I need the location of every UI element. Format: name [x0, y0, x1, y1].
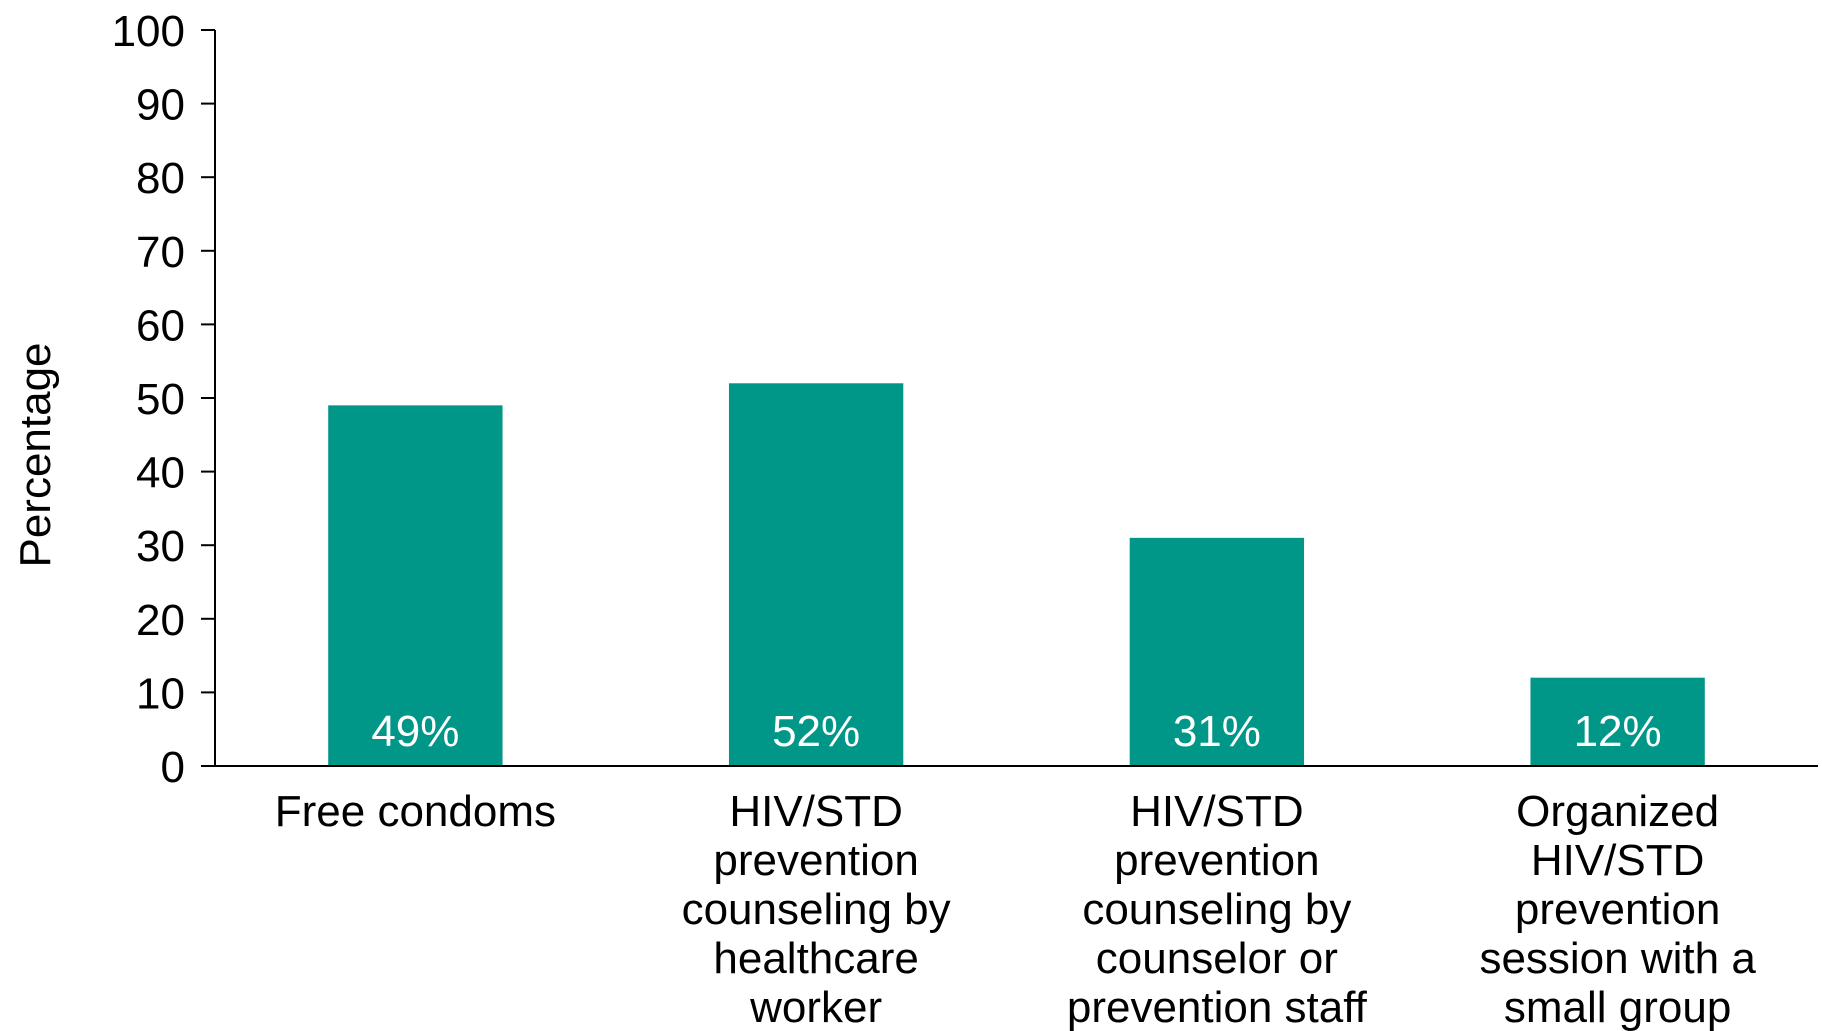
y-tick-label: 0 [161, 743, 185, 792]
x-category-label-line: session with a [1479, 934, 1756, 983]
bar-data-label: 52% [772, 707, 860, 756]
bars: 49% 52% 31% 12% [328, 383, 1705, 766]
bar-data-label: 31% [1173, 707, 1261, 756]
x-category-label-line: counseling by [682, 885, 951, 934]
y-tick-label: 50 [136, 375, 185, 424]
y-tick-label: 20 [136, 596, 185, 645]
bar [1530, 677, 1705, 766]
x-category-label-line: prevention [1114, 836, 1319, 885]
bar-data-label: 12% [1574, 707, 1662, 756]
x-category-label-line: prevention staff [1067, 983, 1368, 1031]
bar [1129, 537, 1305, 766]
y-axis: 0 10 20 30 40 50 60 70 80 90 100 [112, 7, 216, 792]
y-tick-label: 70 [136, 228, 185, 277]
x-category-label-line: HIV/STD [729, 787, 903, 836]
x-category-label-line: counseling by [1082, 885, 1351, 934]
y-axis-title: Percentage [11, 342, 60, 567]
y-tick-label: 40 [136, 449, 185, 498]
y-tick-label: 90 [136, 81, 185, 130]
x-category-label-line: healthcare [713, 934, 918, 983]
y-tick-label: 30 [136, 522, 185, 571]
x-category-label: HIV/STD prevention counseling by healthcare… [682, 787, 951, 1031]
y-tick-label: 80 [136, 154, 185, 203]
x-category-label-line: prevention [1515, 885, 1720, 934]
x-axis: Free condoms HIV/STD prevention counseling … [215, 765, 1818, 1031]
bar [728, 383, 904, 766]
x-category-label-line: Free condoms [275, 787, 556, 836]
x-category-label: HIV/STD prevention counseling by counselor … [1067, 787, 1368, 1031]
x-category-label-line: small group [1504, 983, 1731, 1031]
y-tick-label: 10 [136, 669, 185, 718]
x-category-label-line: prevention [713, 836, 918, 885]
x-category-label-line: counselor or [1096, 934, 1338, 983]
x-category-label-line: Organized [1516, 787, 1719, 836]
bar-data-label: 49% [371, 707, 459, 756]
x-category-label: Free condoms [275, 787, 556, 836]
bar [328, 405, 503, 766]
x-category-label-line: HIV/STD [1130, 787, 1304, 836]
x-category-label: Organized HIV/STD prevention session with a… [1479, 787, 1756, 1031]
x-category-label-line: worker [749, 983, 882, 1031]
y-tick-label: 60 [136, 301, 185, 350]
y-tick-label: 100 [112, 7, 185, 56]
x-category-label-line: HIV/STD [1531, 836, 1705, 885]
